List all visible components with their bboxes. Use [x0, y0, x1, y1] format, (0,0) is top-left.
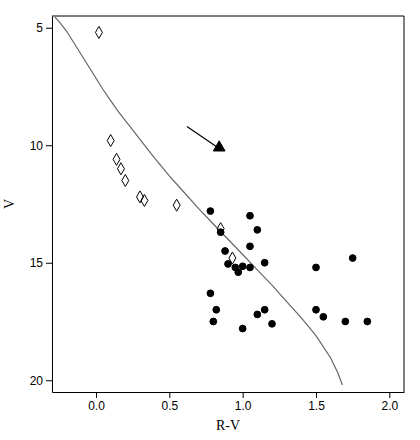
point	[342, 318, 349, 325]
frame	[52, 16, 404, 17]
point-group	[95, 26, 235, 264]
tick-label: 1.5	[308, 399, 325, 413]
point	[217, 229, 224, 236]
point	[247, 243, 254, 250]
tick-mark	[46, 380, 52, 381]
point	[213, 306, 220, 313]
tick-mark	[46, 263, 52, 264]
point	[210, 318, 217, 325]
tick-mark	[96, 392, 97, 398]
point	[113, 153, 120, 165]
tick-label: 1.0	[235, 399, 252, 413]
tick-label: 15	[30, 256, 44, 270]
point-group	[213, 141, 225, 151]
point	[239, 263, 246, 270]
point	[364, 318, 371, 325]
y-axis-title: V	[2, 199, 17, 209]
line	[187, 126, 216, 146]
point	[320, 313, 327, 320]
point	[261, 259, 268, 266]
point	[95, 26, 102, 38]
point	[349, 255, 356, 262]
point	[117, 163, 124, 175]
point	[141, 194, 148, 206]
tick-label: 0.5	[161, 399, 178, 413]
axis-line	[52, 17, 53, 393]
point	[207, 290, 214, 297]
point	[217, 223, 224, 235]
point-group	[207, 208, 371, 332]
point	[313, 264, 320, 271]
point	[213, 141, 225, 151]
point	[254, 226, 261, 233]
point	[207, 208, 214, 215]
point	[261, 306, 268, 313]
x-axis-title: R-V	[216, 418, 240, 433]
tick: 1.5	[308, 392, 325, 413]
tick-label: 5	[36, 21, 43, 35]
x-axis: 0.0 0.5 1.0 1.5 2.0	[53, 392, 405, 413]
tick: 10	[30, 139, 52, 153]
tick: 20	[30, 374, 52, 388]
tick: 0.0	[88, 392, 105, 413]
chart: 0.0 0.5 1.0 1.5 2.0 5 10 15 20 R-V V	[0, 0, 420, 440]
tick-label: 20	[30, 374, 44, 388]
tick-mark	[46, 28, 52, 29]
tick-label: 2.0	[381, 399, 398, 413]
point	[222, 248, 229, 255]
point	[173, 199, 180, 211]
point	[239, 325, 246, 332]
line	[55, 17, 342, 385]
frame	[404, 16, 405, 392]
tick-label: 0.0	[88, 399, 105, 413]
tick-mark	[389, 392, 390, 398]
point	[122, 174, 129, 186]
tick-mark	[243, 392, 244, 398]
tick-mark	[169, 392, 170, 398]
marks	[55, 17, 371, 385]
point	[254, 311, 261, 318]
plot: 0.0 0.5 1.0 1.5 2.0 5 10 15 20 R-V V	[2, 16, 405, 433]
tick: 1.0	[235, 392, 252, 413]
point	[269, 320, 276, 327]
tick-label: 10	[30, 139, 44, 153]
tick-mark	[316, 392, 317, 398]
y-axis: 5 10 15 20	[30, 17, 53, 393]
axis-line	[53, 392, 405, 393]
tick: 0.5	[161, 392, 178, 413]
tick: 2.0	[381, 392, 398, 413]
point	[313, 306, 320, 313]
point	[225, 261, 232, 268]
point	[247, 212, 254, 219]
point	[107, 135, 114, 147]
tick-mark	[46, 145, 52, 146]
tick: 15	[30, 256, 52, 270]
tick: 5	[36, 21, 52, 35]
point	[247, 264, 254, 271]
